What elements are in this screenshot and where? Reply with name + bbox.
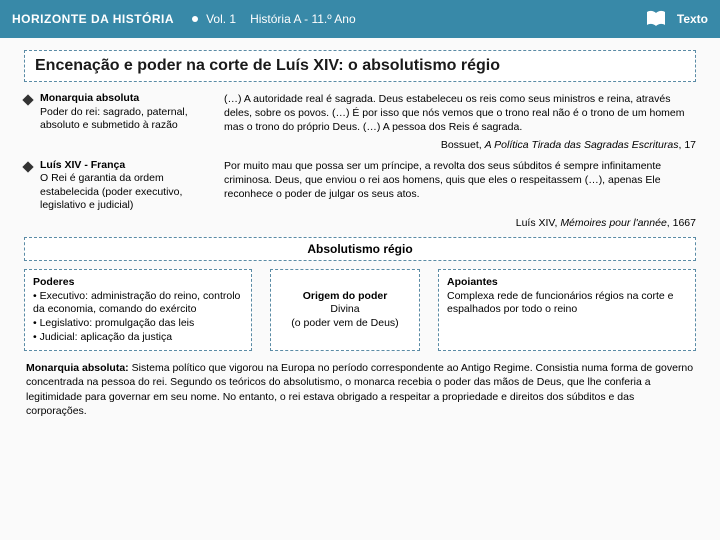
diamond-icon — [24, 161, 32, 179]
boxes-row: Poderes • Executivo: administração do re… — [24, 269, 696, 351]
box-poderes: Poderes • Executivo: administração do re… — [24, 269, 252, 351]
citation2-work: Mémoires pour l'année — [560, 217, 666, 229]
origem-l1: Divina — [279, 303, 411, 317]
section1-desc: Poder do rei: sagrado, paternal, absolut… — [40, 106, 188, 132]
footnote-lead: Monarquia absoluta: — [26, 362, 129, 374]
apoiantes-title: Apoiantes — [447, 276, 498, 288]
poderes-l3: • Judicial: aplicação da justiça — [33, 331, 172, 343]
section2-desc: O Rei é garantia da ordem estabelecida (… — [40, 172, 182, 211]
citation1-author: Bossuet, — [441, 139, 482, 151]
footnote: Monarquia absoluta: Sistema político que… — [24, 361, 696, 418]
texto-brand: Texto — [677, 12, 708, 26]
poderes-title: Poderes — [33, 276, 74, 288]
citation-2: Luís XIV, Mémoires pour l'année, 1667 — [24, 217, 696, 229]
citation1-suffix: , 17 — [678, 139, 696, 151]
course-label: História A - 11.º Ano — [250, 12, 356, 26]
section2-heading: Luís XIV - França — [40, 159, 125, 171]
left-text-2: Luís XIV - França O Rei é garantia da or… — [40, 159, 204, 214]
citation1-work: A Política Tirada das Sagradas Escritura… — [485, 139, 679, 151]
volume-label: Vol. 1 — [206, 12, 236, 26]
poderes-l2: • Legislativo: promulgação das leis — [33, 317, 194, 329]
section1-heading: Monarquia absoluta — [40, 92, 139, 104]
header-icons: Texto — [645, 10, 708, 28]
regio-title: Absolutismo régio — [24, 237, 696, 261]
origem-title: Origem do poder — [279, 290, 411, 304]
poderes-l1: • Executivo: administração do reino, con… — [33, 290, 240, 316]
diamond-icon — [24, 94, 32, 112]
section-luisxiv: Luís XIV - França O Rei é garantia da or… — [24, 159, 696, 214]
origem-l2: (o poder vem de Deus) — [279, 317, 411, 331]
header-bar: HORIZONTE DA HISTÓRIA Vol. 1 História A … — [0, 0, 720, 38]
left-text: Monarquia absoluta Poder do rei: sagrado… — [40, 92, 204, 135]
citation-1: Bossuet, A Política Tirada das Sagradas … — [24, 139, 696, 151]
left-col: Monarquia absoluta Poder do rei: sagrado… — [24, 92, 204, 135]
citation2-suffix: , 1667 — [667, 217, 696, 229]
page-title: Encenação e poder na corte de Luís XIV: … — [24, 50, 696, 82]
dot-separator — [192, 16, 198, 22]
box-apoiantes: Apoiantes Complexa rede de funcionários … — [438, 269, 696, 351]
citation2-author: Luís XIV, — [516, 217, 558, 229]
section2-quote: Por muito mau que possa ser um príncipe,… — [224, 159, 696, 214]
section1-quote: (…) A autoridade real é sagrada. Deus es… — [224, 92, 696, 135]
box-origem: Origem do poder Divina (o poder vem de D… — [270, 269, 420, 351]
apoiantes-l1: Complexa rede de funcionários régios na … — [447, 290, 673, 316]
left-col-2: Luís XIV - França O Rei é garantia da or… — [24, 159, 204, 214]
content-area: Encenação e poder na corte de Luís XIV: … — [0, 38, 720, 426]
section-monarquia: Monarquia absoluta Poder do rei: sagrado… — [24, 92, 696, 135]
book-icon — [645, 10, 667, 28]
brand-title: HORIZONTE DA HISTÓRIA — [12, 12, 174, 26]
